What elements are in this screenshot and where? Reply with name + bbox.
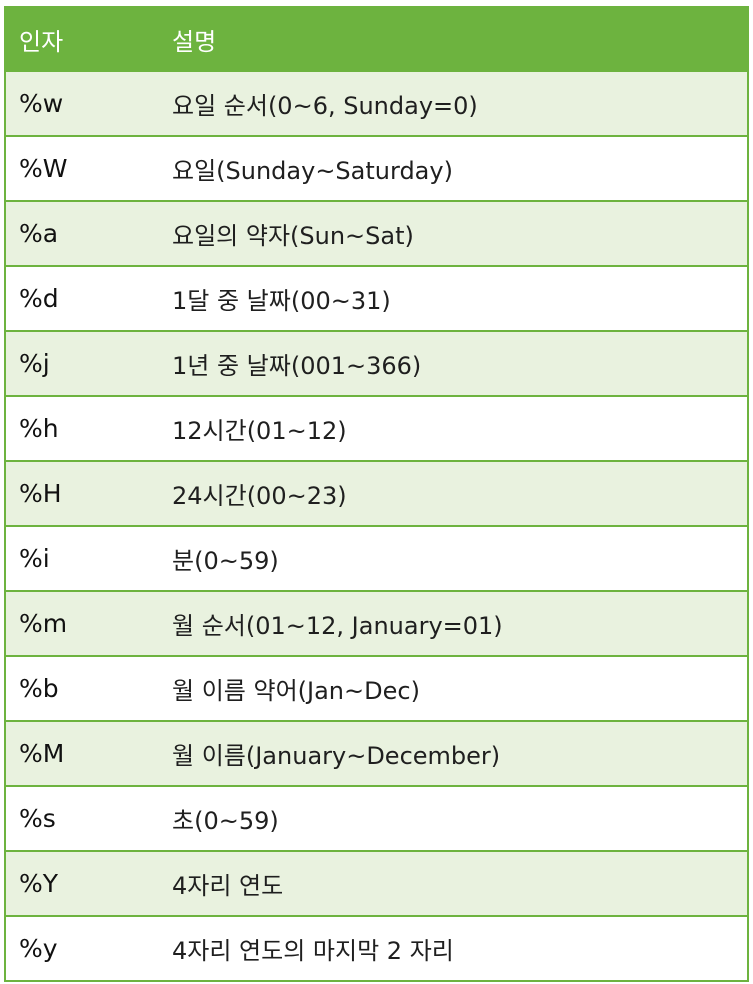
table-row: %j 1년 중 날짜(001~366) xyxy=(6,330,747,396)
table-row: %s 초(0~59) xyxy=(6,785,747,851)
row-arg: %W xyxy=(6,135,159,201)
row-desc: 분(0~59) xyxy=(159,525,747,591)
row-arg: %b xyxy=(6,655,159,721)
table-row: %Y 4자리 연도 xyxy=(6,850,747,916)
row-desc: 12시간(01~12) xyxy=(159,395,747,461)
row-desc: 요일의 약자(Sun~Sat) xyxy=(159,200,747,266)
row-desc: 1년 중 날짜(001~366) xyxy=(159,330,747,396)
row-arg: %H xyxy=(6,460,159,526)
table-row: %b 월 이름 약어(Jan~Dec) xyxy=(6,655,747,721)
row-desc: 1달 중 날짜(00~31) xyxy=(159,265,747,331)
format-table-container: 인자 설명 %w 요일 순서(0~6, Sunday=0) %W 요일(Sund… xyxy=(4,6,749,982)
row-desc: 초(0~59) xyxy=(159,785,747,851)
row-desc: 요일 순서(0~6, Sunday=0) xyxy=(159,70,747,136)
row-desc: 4자리 연도의 마지막 2 자리 xyxy=(159,915,747,980)
row-arg: %i xyxy=(6,525,159,591)
table-row: %W 요일(Sunday~Saturday) xyxy=(6,135,747,201)
table-row: %w 요일 순서(0~6, Sunday=0) xyxy=(6,70,747,136)
table-row: %a 요일의 약자(Sun~Sat) xyxy=(6,200,747,266)
table-row: %h 12시간(01~12) xyxy=(6,395,747,461)
row-desc: 요일(Sunday~Saturday) xyxy=(159,135,747,201)
row-arg: %j xyxy=(6,330,159,396)
row-arg: %Y xyxy=(6,850,159,916)
row-desc: 월 이름(January~December) xyxy=(159,720,747,786)
table-row: %M 월 이름(January~December) xyxy=(6,720,747,786)
row-desc: 4자리 연도 xyxy=(159,850,747,916)
row-arg: %h xyxy=(6,395,159,461)
row-arg: %y xyxy=(6,915,159,980)
table-header-row: 인자 설명 xyxy=(6,8,747,71)
row-desc: 24시간(00~23) xyxy=(159,460,747,526)
row-arg: %a xyxy=(6,200,159,266)
row-arg: %m xyxy=(6,590,159,656)
row-arg: %d xyxy=(6,265,159,331)
header-desc: 설명 xyxy=(159,8,747,71)
table-row: %H 24시간(00~23) xyxy=(6,460,747,526)
row-arg: %M xyxy=(6,720,159,786)
date-format-table: 인자 설명 %w 요일 순서(0~6, Sunday=0) %W 요일(Sund… xyxy=(6,8,747,980)
table-row: %y 4자리 연도의 마지막 2 자리 xyxy=(6,915,747,980)
row-desc: 월 이름 약어(Jan~Dec) xyxy=(159,655,747,721)
row-arg: %w xyxy=(6,70,159,136)
row-arg: %s xyxy=(6,785,159,851)
header-arg: 인자 xyxy=(6,8,159,71)
table-row: %i 분(0~59) xyxy=(6,525,747,591)
row-desc: 월 순서(01~12, January=01) xyxy=(159,590,747,656)
table-row: %m 월 순서(01~12, January=01) xyxy=(6,590,747,656)
table-row: %d 1달 중 날짜(00~31) xyxy=(6,265,747,331)
